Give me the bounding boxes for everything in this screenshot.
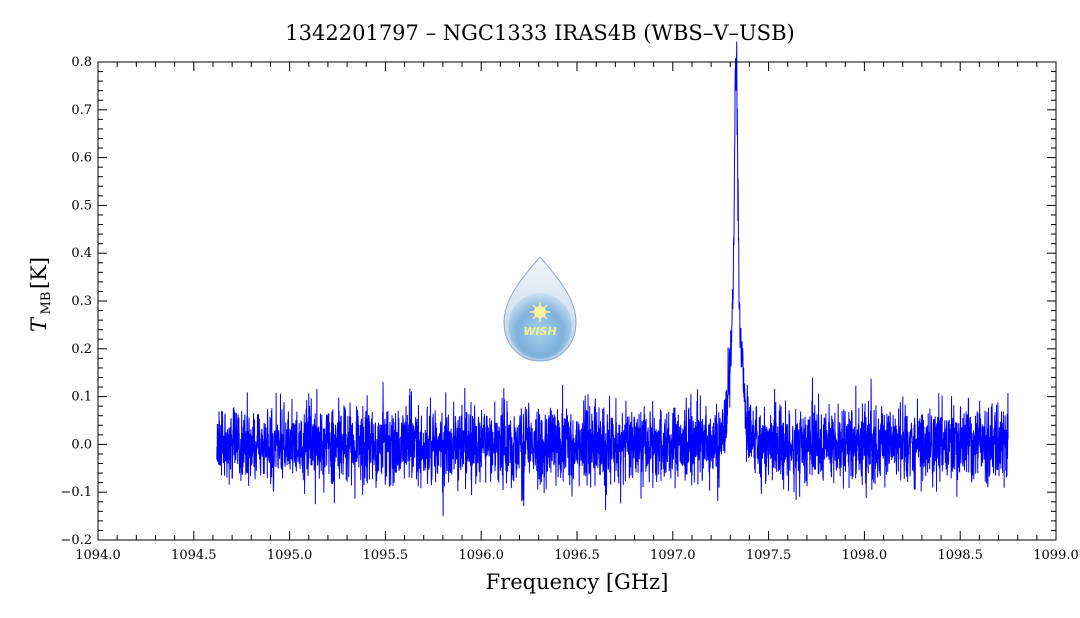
wish-droplet-logo-icon: WISH (503, 256, 577, 362)
y-tick-label: 0.8 (71, 55, 92, 70)
y-axis-label-subscript: MB (39, 292, 54, 315)
y-tick-label: 0.6 (71, 151, 92, 166)
x-tick-label: 1098.0 (842, 548, 888, 563)
y-tick-label: 0.0 (71, 437, 92, 452)
x-tick-label: 1099.0 (1033, 548, 1079, 563)
x-tick-label: 1096.0 (458, 548, 504, 563)
x-tick-label: 1095.0 (267, 548, 313, 563)
x-tick-label: 1095.5 (363, 548, 409, 563)
y-tick-label: 0.3 (71, 294, 92, 309)
x-tick-label: 1097.5 (746, 548, 792, 563)
y-tick-label: 0.1 (71, 390, 92, 405)
y-tick-label: 0.2 (71, 342, 92, 357)
svg-text:WISH: WISH (523, 325, 556, 338)
y-axis-ticks: −0.2 −0.1 0.0 0.1 0.2 0.3 0.4 0.5 0.6 0.7 0.8 (60, 55, 1056, 548)
chart-title: 1342201797 – NGC1333 IRAS4B (WBS–V–USB) (285, 21, 794, 45)
spectrum-series-line (216, 41, 1009, 517)
y-tick-label: 0.7 (71, 103, 92, 118)
y-tick-label: −0.1 (60, 485, 92, 500)
x-tick-label: 1094.0 (75, 548, 121, 563)
y-axis-label-unit: [K] (27, 257, 51, 289)
x-tick-label: 1094.5 (171, 548, 217, 563)
x-tick-label: 1098.5 (937, 548, 983, 563)
x-axis-ticks: 1094.0 1094.5 1095.0 1095.5 1096.0 1096.5 1097… (75, 62, 1079, 563)
y-tick-label: 0.5 (71, 198, 92, 213)
y-axis-label-symbol: T (27, 316, 51, 332)
y-tick-label: 0.4 (71, 246, 92, 261)
x-tick-label: 1096.5 (554, 548, 600, 563)
y-tick-label: −0.2 (60, 533, 92, 548)
y-axis-label: T MB [K] (27, 257, 54, 332)
x-tick-label: 1097.0 (650, 548, 696, 563)
x-axis-label: Frequency [GHz] (486, 570, 669, 594)
